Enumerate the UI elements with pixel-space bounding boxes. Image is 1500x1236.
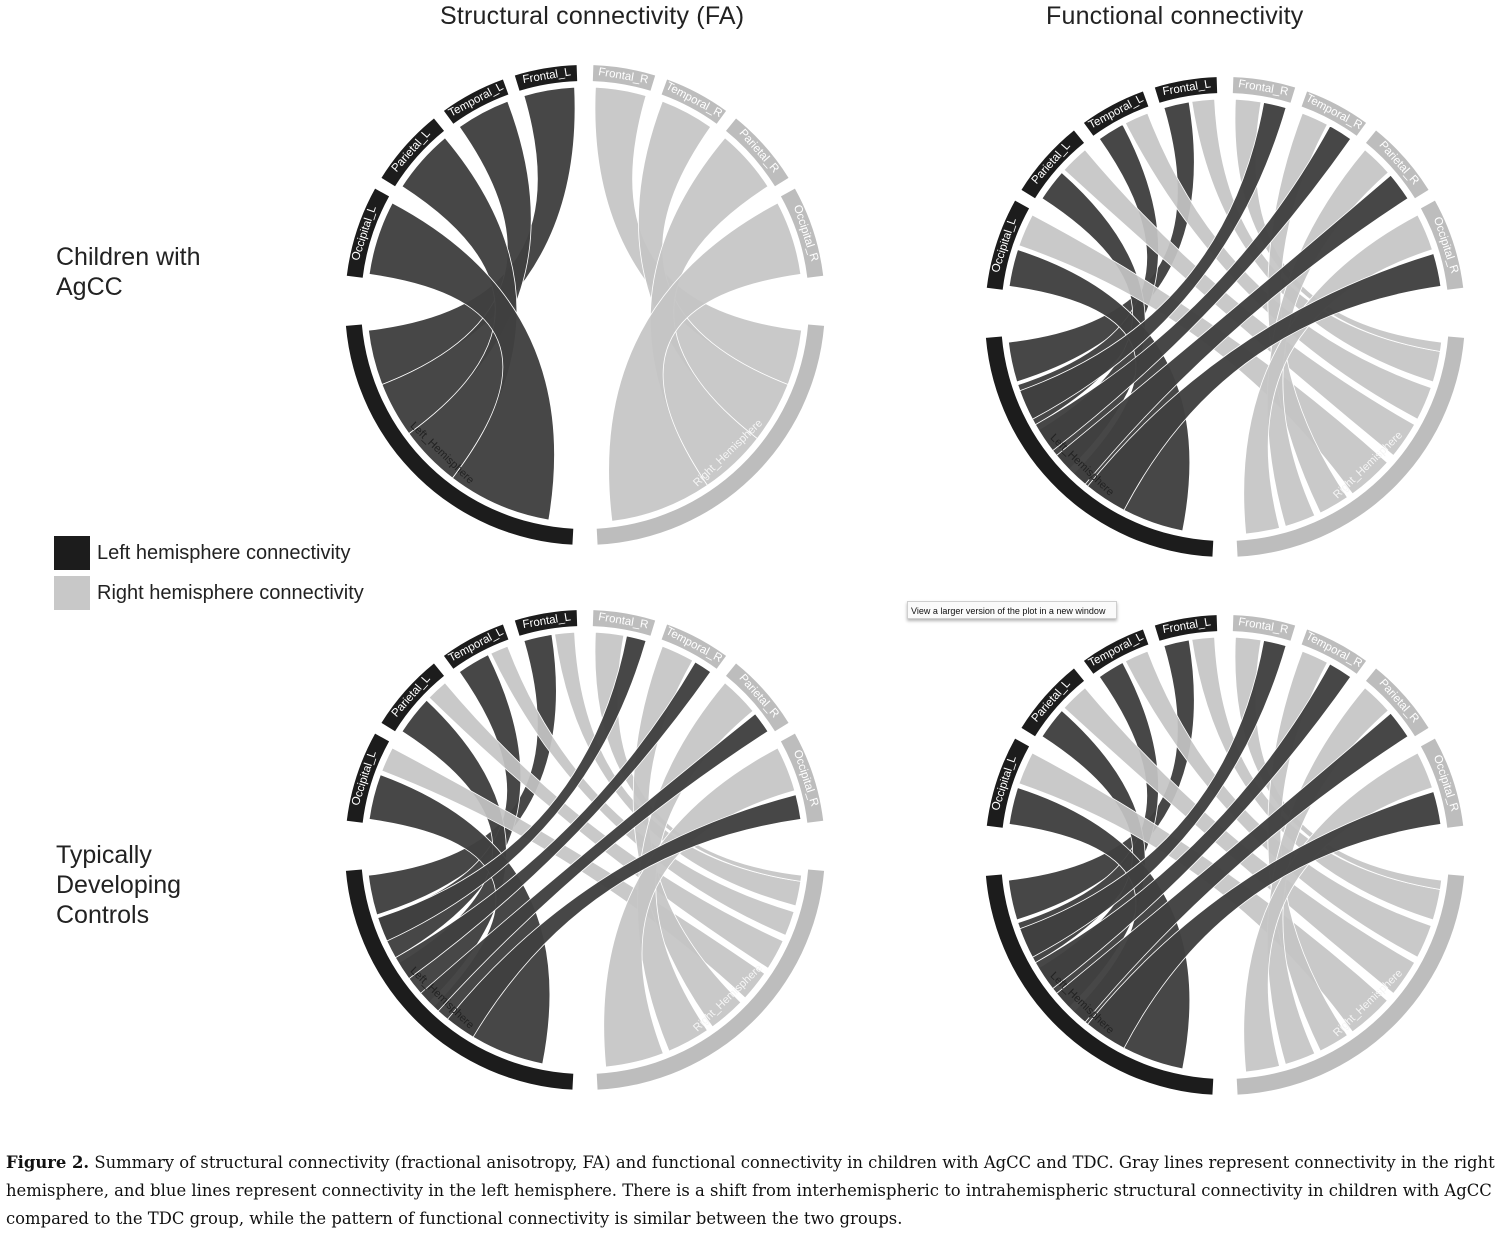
structural-tdc-chord-parietal_r-left_hemisphere <box>420 713 769 1012</box>
functional-tdc-arc-temporal-r <box>1301 629 1367 674</box>
functional-agcc-arc-right-hemisphere <box>1236 336 1465 557</box>
functional-agcc-chord-parietal_r-left_hemisphere <box>1056 174 1409 485</box>
structural-tdc-arc-occipital-r <box>780 733 824 823</box>
functional-agcc-arc-occipital-l <box>986 200 1030 290</box>
legend: Left hemisphere connectivity Right hemis… <box>54 536 364 616</box>
larger-version-tooltip[interactable]: View a larger version of the plot in a n… <box>907 601 1117 619</box>
structural-tdc-arc-right-hemisphere <box>596 869 825 1090</box>
functional-agcc-arc-occipital-r <box>1420 200 1464 290</box>
structural-agcc-chords <box>368 86 802 522</box>
chord-diagram-functional-tdc: Occipital_LParietal_LTemporal_LFrontal_L… <box>985 615 1465 1095</box>
functional-agcc-arc-temporal-r <box>1301 91 1367 136</box>
row-label-agcc: Children with AgCC <box>56 242 201 302</box>
structural-tdc-chord-parietal_l-right_hemisphere <box>428 682 784 969</box>
structural-tdc-chord-occipital_l-left_hemisphere <box>368 774 551 1065</box>
structural-agcc-arc-frontal-l <box>514 65 578 91</box>
functional-agcc-chord-frontal_r-left_hemisphere <box>1019 102 1287 420</box>
functional-agcc-chords <box>1008 98 1442 535</box>
structural-agcc-chord-temporal_r-right_hemisphere <box>638 100 789 440</box>
legend-label-right: Right hemisphere connectivity <box>97 581 364 604</box>
functional-agcc-chord-occipital_l-right_hemisphere <box>1018 214 1388 495</box>
structural-agcc-arc-temporal-r <box>661 79 727 124</box>
figure-caption-text: Summary of structural connectivity (frac… <box>6 1153 1495 1228</box>
functional-agcc-arc-temporal-l <box>1083 91 1149 136</box>
functional-tdc-label-parietal-r: Parietal_R <box>1376 677 1421 725</box>
structural-agcc-arc-temporal-l <box>443 79 509 124</box>
structural-tdc-arc-temporal-r <box>661 624 727 669</box>
functional-tdc-arc-left-hemisphere <box>985 874 1214 1095</box>
row-label-agcc-line2: AgCC <box>56 273 123 301</box>
structural-tdc-arc-parietal-l <box>381 663 445 732</box>
functional-tdc-chord-temporal_l-right_hemisphere <box>1124 650 1432 958</box>
structural-tdc-arc-parietal-r <box>725 663 789 732</box>
figure-caption: Figure 2. Summary of structural connecti… <box>6 1149 1496 1233</box>
chord-diagram-structural-tdc: Occipital_LParietal_LTemporal_LFrontal_L… <box>345 610 825 1090</box>
structural-tdc-arc-left-hemisphere <box>345 869 574 1090</box>
functional-agcc-chord-temporal_l-right_hemisphere <box>1124 112 1432 420</box>
row-label-tdc-line2: Developing <box>56 871 182 899</box>
structural-agcc-arc-left-hemisphere <box>345 324 574 545</box>
legend-label-left: Left hemisphere connectivity <box>97 541 351 564</box>
functional-agcc-arc-left-hemisphere <box>985 336 1214 557</box>
functional-agcc-chord-temporal_r-left_hemisphere <box>1034 125 1352 452</box>
functional-connectivity-title: Functional connectivity <box>1046 2 1304 30</box>
functional-tdc-chord-occipital_r-left_hemisphere <box>1087 791 1442 1049</box>
structural-tdc-chord-temporal_r-left_hemisphere <box>394 661 712 980</box>
row-label-tdc-line1: Typically <box>56 841 152 869</box>
structural-tdc-chord-frontal_r-left_hemisphere <box>377 635 647 942</box>
structural-agcc-arc-frontal-r <box>592 65 656 91</box>
functional-tdc-arc-temporal-l <box>1083 629 1149 674</box>
structural-tdc-arc-frontal-l <box>514 610 578 636</box>
row-label-tdc-line3: Controls <box>56 901 150 929</box>
functional-agcc-label-parietal-r: Parietal_R <box>1376 139 1421 187</box>
functional-tdc-chord-occipital_l-right_hemisphere <box>1018 752 1388 1033</box>
functional-agcc-arc-parietal-l <box>1021 130 1085 199</box>
chord-diagram-structural-agcc: Occipital_LParietal_LTemporal_LFrontal_L… <box>345 65 825 545</box>
structural-agcc-chord-occipital_r-right_hemisphere <box>608 202 802 522</box>
structural-tdc-chords <box>368 631 802 1068</box>
functional-tdc-arc-occipital-l <box>986 738 1030 828</box>
figure-caption-label: Figure 2. <box>6 1153 90 1172</box>
structural-agcc-chord-occipital_l-left_hemisphere <box>368 202 555 521</box>
structural-agcc-chord-parietal_r-right_hemisphere <box>649 137 769 486</box>
functional-agcc-arc-parietal-r <box>1365 130 1429 199</box>
chord-diagram-functional-agcc: Occipital_LParietal_LTemporal_LFrontal_L… <box>985 77 1465 557</box>
structural-tdc-arc-occipital-l <box>346 733 390 823</box>
structural-agcc-arc-occipital-r <box>780 188 824 278</box>
structural-agcc-arc-occipital-l <box>346 188 390 278</box>
legend-swatch-right <box>54 576 90 610</box>
structural-tdc-arc-frontal-r <box>592 610 656 636</box>
functional-tdc-chord-frontal_r-left_hemisphere <box>1019 640 1287 958</box>
structural-connectivity-title: Structural connectivity (FA) <box>440 2 745 30</box>
functional-tdc-arc-parietal-l <box>1021 668 1085 737</box>
functional-tdc-chord-parietal_l-right_hemisphere <box>1063 687 1416 995</box>
functional-tdc-chord-parietal_r-left_hemisphere <box>1056 712 1409 1023</box>
functional-tdc-arc-frontal-r <box>1232 615 1296 641</box>
structural-agcc-arc-right-hemisphere <box>596 324 825 545</box>
functional-tdc-arc-parietal-r <box>1365 668 1429 737</box>
row-label-agcc-line1: Children with <box>56 243 201 271</box>
structural-tdc-chord-occipital_l-right_hemisphere <box>381 747 766 999</box>
structural-agcc-arc-parietal-r <box>725 118 789 187</box>
structural-agcc-chord-frontal_r-right_hemisphere <box>594 86 802 386</box>
functional-agcc-chord-occipital_r-left_hemisphere <box>1087 253 1442 511</box>
functional-agcc-arc-frontal-l <box>1154 77 1218 103</box>
legend-item-left: Left hemisphere connectivity <box>54 536 364 570</box>
structural-tdc-arc-temporal-l <box>443 624 509 669</box>
functional-tdc-arc-occipital-r <box>1420 738 1464 828</box>
functional-agcc-arc-frontal-r <box>1232 77 1296 103</box>
structural-agcc-arc-parietal-l <box>381 118 445 187</box>
functional-tdc-arc-frontal-l <box>1154 615 1218 641</box>
structural-tdc-chord-temporal_l-right_hemisphere <box>490 645 795 936</box>
functional-agcc-chord-parietal_l-right_hemisphere <box>1063 149 1416 457</box>
legend-swatch-left <box>54 536 90 570</box>
functional-tdc-chord-temporal_r-left_hemisphere <box>1034 663 1352 990</box>
row-label-tdc: Typically Developing Controls <box>56 840 181 930</box>
structural-tdc-arcs: Occipital_LParietal_LTemporal_LFrontal_L… <box>345 610 825 1090</box>
structural-agcc-arcs: Occipital_LParietal_LTemporal_LFrontal_L… <box>345 65 825 545</box>
legend-item-right: Right hemisphere connectivity <box>54 576 364 610</box>
functional-tdc-arc-right-hemisphere <box>1236 874 1465 1095</box>
functional-tdc-chords <box>1008 636 1442 1073</box>
structural-tdc-chord-occipital_r-left_hemisphere <box>447 794 802 1038</box>
